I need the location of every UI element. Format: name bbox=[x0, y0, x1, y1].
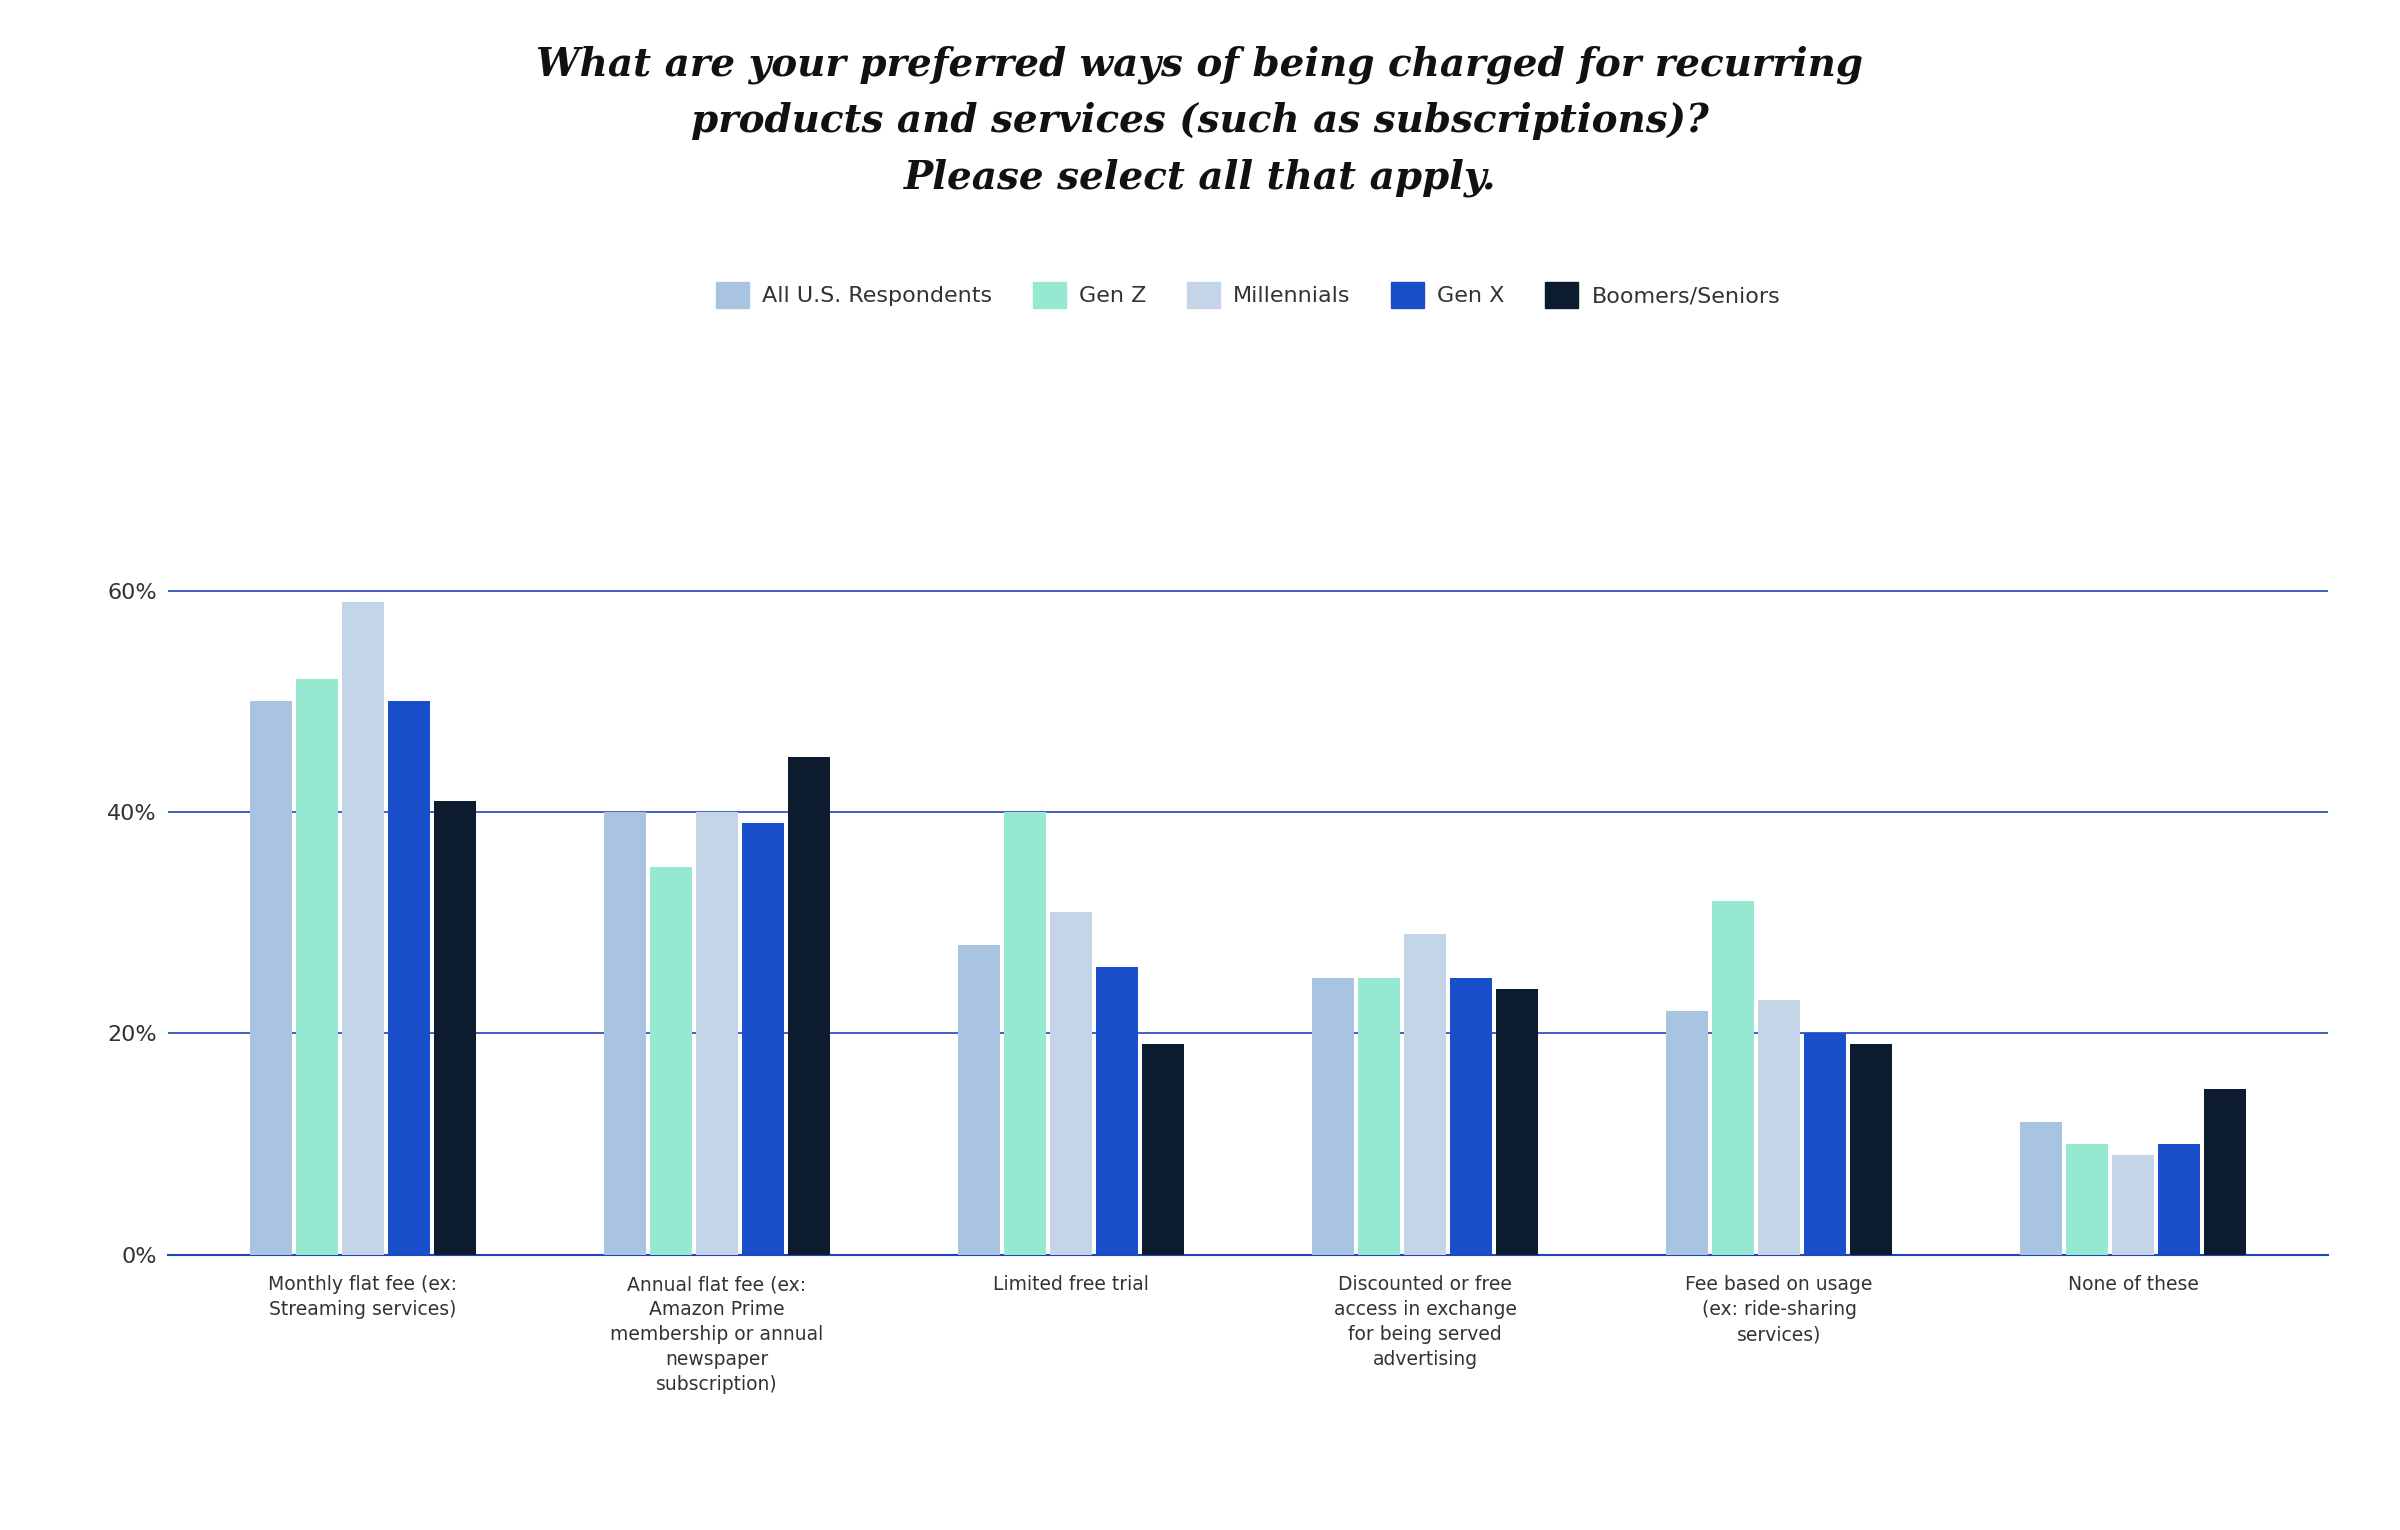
Bar bbox=[250, 701, 293, 1255]
Bar bbox=[696, 812, 739, 1255]
Bar bbox=[1404, 933, 1447, 1255]
Bar bbox=[1003, 812, 1046, 1255]
Text: What are your preferred ways of being charged for recurring
products and service: What are your preferred ways of being ch… bbox=[538, 46, 1862, 197]
Bar bbox=[1805, 1033, 1846, 1255]
Bar bbox=[1450, 978, 1493, 1255]
Bar bbox=[1142, 1045, 1183, 1255]
Bar bbox=[1850, 1045, 1891, 1255]
Bar bbox=[1495, 988, 1538, 1255]
Bar bbox=[2112, 1155, 2155, 1255]
Bar bbox=[2021, 1121, 2062, 1255]
Bar bbox=[2066, 1144, 2107, 1255]
Bar bbox=[1711, 901, 1754, 1255]
Bar bbox=[1358, 978, 1399, 1255]
Bar bbox=[605, 812, 646, 1255]
Bar bbox=[389, 701, 430, 1255]
Bar bbox=[1049, 912, 1092, 1255]
Legend: All U.S. Respondents, Gen Z, Millennials, Gen X, Boomers/Seniors: All U.S. Respondents, Gen Z, Millennials… bbox=[708, 274, 1788, 317]
Bar bbox=[2158, 1144, 2201, 1255]
Bar bbox=[1313, 978, 1354, 1255]
Bar bbox=[1666, 1011, 1709, 1255]
Bar bbox=[295, 679, 338, 1255]
Bar bbox=[1097, 967, 1138, 1255]
Bar bbox=[742, 823, 785, 1255]
Bar bbox=[434, 802, 475, 1255]
Bar bbox=[787, 757, 830, 1255]
Bar bbox=[341, 601, 384, 1255]
Bar bbox=[650, 868, 691, 1255]
Bar bbox=[2203, 1089, 2246, 1255]
Bar bbox=[958, 946, 1001, 1255]
Bar bbox=[1757, 1001, 1800, 1255]
